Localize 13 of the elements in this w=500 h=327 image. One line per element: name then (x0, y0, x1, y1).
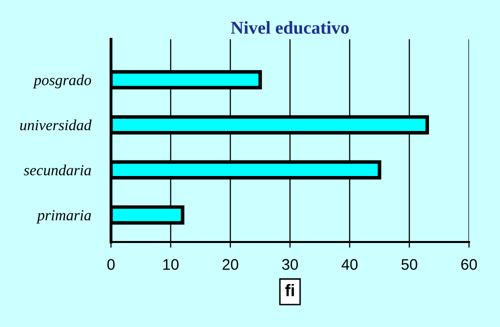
x-tick-label: 50 (401, 259, 418, 270)
y-tick-label: primaria (36, 210, 91, 224)
x-tick-label: 0 (107, 259, 115, 270)
x-tick-label: 30 (282, 259, 298, 270)
x-tick-label: 40 (342, 259, 358, 270)
x-axis-title: fi (285, 284, 294, 296)
y-tick-label: posgrado (32, 74, 92, 88)
chart-title: Nivel educativo (230, 21, 349, 34)
x-tick-label: 20 (222, 259, 238, 270)
x-tick-label: 60 (461, 259, 477, 270)
y-tick-label: universidad (20, 120, 92, 130)
x-tick-label: 10 (163, 259, 179, 270)
y-tick-label: secundaria (24, 164, 91, 176)
